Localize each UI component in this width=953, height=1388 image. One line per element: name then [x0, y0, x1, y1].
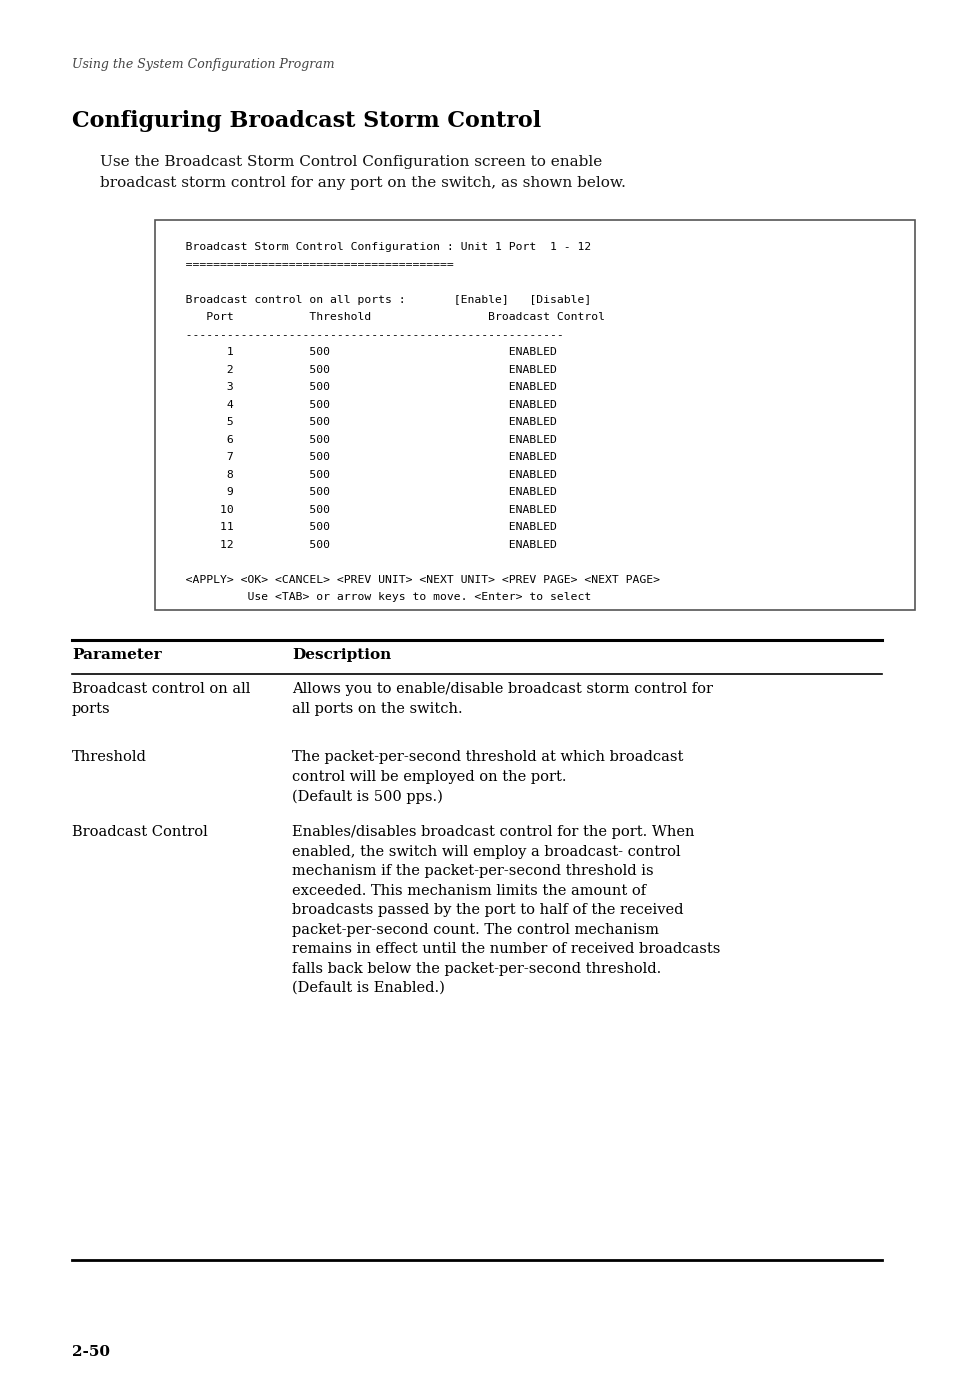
Text: Use the Broadcast Storm Control Configuration screen to enable
broadcast storm c: Use the Broadcast Storm Control Configur… [100, 155, 625, 190]
Text: Threshold: Threshold [71, 750, 147, 763]
Text: Broadcast control on all ports :       [Enable]   [Disable]: Broadcast control on all ports : [Enable… [165, 294, 591, 304]
Text: -------------------------------------------------------: ----------------------------------------… [165, 329, 563, 340]
Text: Description: Description [292, 648, 391, 662]
Text: 11           500                          ENABLED: 11 500 ENABLED [165, 522, 557, 532]
Text: 2           500                          ENABLED: 2 500 ENABLED [165, 365, 557, 375]
Text: 4           500                          ENABLED: 4 500 ENABLED [165, 400, 557, 409]
Text: Configuring Broadcast Storm Control: Configuring Broadcast Storm Control [71, 110, 540, 132]
Text: 2-50: 2-50 [71, 1345, 110, 1359]
Text: Broadcast Storm Control Configuration : Unit 1 Port  1 - 12: Broadcast Storm Control Configuration : … [165, 242, 591, 253]
Text: Parameter: Parameter [71, 648, 161, 662]
Text: 12           500                          ENABLED: 12 500 ENABLED [165, 540, 557, 550]
Text: Broadcast control on all
ports: Broadcast control on all ports [71, 682, 250, 715]
Text: 3           500                          ENABLED: 3 500 ENABLED [165, 382, 557, 391]
Text: Using the System Configuration Program: Using the System Configuration Program [71, 58, 335, 71]
Text: Port           Threshold                 Broadcast Control: Port Threshold Broadcast Control [165, 312, 604, 322]
Text: 7           500                          ENABLED: 7 500 ENABLED [165, 452, 557, 462]
Text: Broadcast Control: Broadcast Control [71, 824, 208, 838]
Text: 5           500                          ENABLED: 5 500 ENABLED [165, 416, 557, 428]
FancyBboxPatch shape [154, 221, 914, 609]
Text: 10           500                          ENABLED: 10 500 ENABLED [165, 504, 557, 515]
Text: 9           500                          ENABLED: 9 500 ENABLED [165, 487, 557, 497]
Text: The packet-per-second threshold at which broadcast
control will be employed on t: The packet-per-second threshold at which… [292, 750, 682, 804]
Text: 6           500                          ENABLED: 6 500 ENABLED [165, 434, 557, 444]
Text: Use <TAB> or arrow keys to move. <Enter> to select: Use <TAB> or arrow keys to move. <Enter>… [165, 593, 591, 602]
Text: Enables/disables broadcast control for the port. When
enabled, the switch will e: Enables/disables broadcast control for t… [292, 824, 720, 995]
Text: Allows you to enable/disable broadcast storm control for
all ports on the switch: Allows you to enable/disable broadcast s… [292, 682, 712, 715]
Text: <APPLY> <OK> <CANCEL> <PREV UNIT> <NEXT UNIT> <PREV PAGE> <NEXT PAGE>: <APPLY> <OK> <CANCEL> <PREV UNIT> <NEXT … [165, 575, 659, 584]
Text: 8           500                          ENABLED: 8 500 ENABLED [165, 469, 557, 479]
Text: 1           500                          ENABLED: 1 500 ENABLED [165, 347, 557, 357]
Text: =======================================: ======================================= [165, 260, 454, 269]
